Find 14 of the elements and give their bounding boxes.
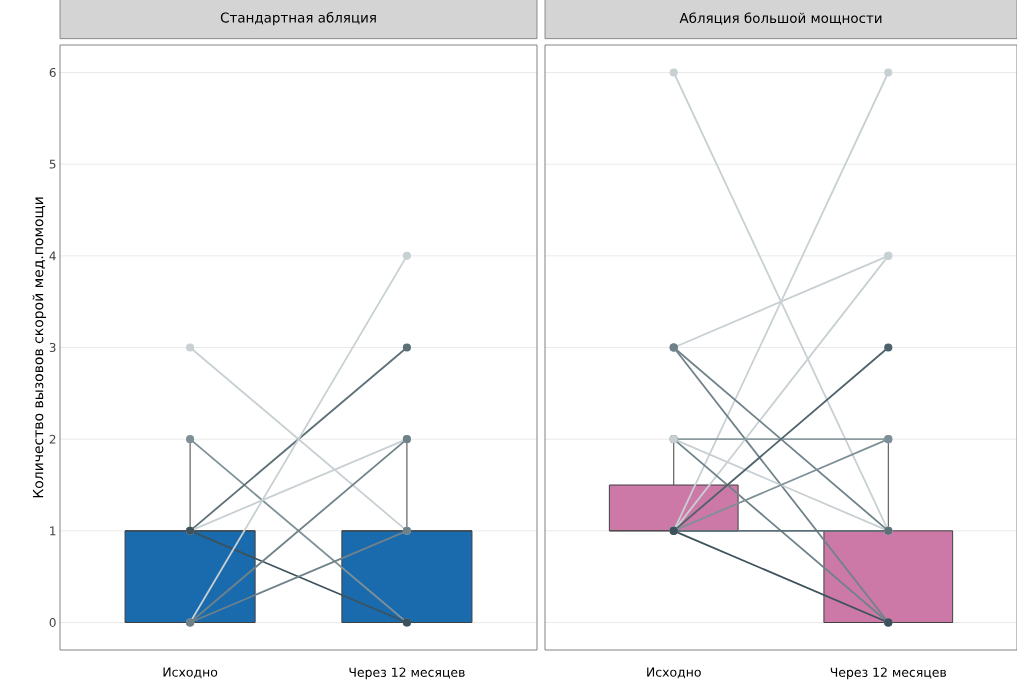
- chart-title: Абляция большой мощности: [679, 12, 882, 25]
- y-tick-label: 4: [49, 251, 56, 261]
- x-tick-label: Исходно: [647, 667, 701, 679]
- y-axis-title: Количество вызовов скорой мед.помощи: [32, 197, 47, 498]
- x-tick-label: Через 12 месяцев: [349, 667, 465, 680]
- y-tick-label: 0: [49, 617, 56, 628]
- y-tick-label: 6: [49, 67, 56, 78]
- y-tick-label: 5: [49, 159, 56, 169]
- y-tick-label: 2: [49, 434, 56, 444]
- x-tick-label: Исходно: [163, 667, 218, 679]
- y-tick-label: 1: [50, 526, 56, 536]
- chart-title: Стандартная абляция: [220, 12, 376, 26]
- y-tick-label: 3: [49, 342, 56, 353]
- x-tick-label: Через 12 месяцев: [830, 667, 947, 680]
